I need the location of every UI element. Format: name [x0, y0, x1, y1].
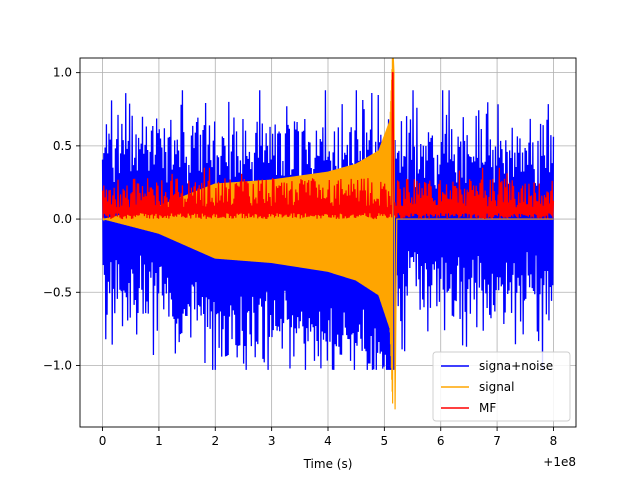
- y-tick-label: −1.0: [43, 359, 72, 373]
- x-tick-label: 3: [268, 434, 276, 448]
- series-mf-line: [101, 72, 555, 220]
- legend-entry: MF: [479, 401, 496, 415]
- x-tick-label: 8: [550, 434, 558, 448]
- x-offset-label: +1e8: [543, 455, 576, 469]
- y-axis: −1.0 −0.5 0.0 0.5 1.0: [43, 66, 80, 373]
- x-tick-label: 7: [493, 434, 501, 448]
- x-tick-label: 5: [381, 434, 389, 448]
- legend-box: [432, 351, 571, 422]
- x-axis-label: Time (s): [303, 457, 353, 471]
- x-tick-label: 1: [155, 434, 163, 448]
- y-tick-label: 0.5: [53, 139, 72, 153]
- legend-entry: signa+noise: [479, 359, 553, 373]
- plot-area: [101, 58, 555, 410]
- y-tick-label: 0.0: [53, 212, 72, 226]
- y-tick-label: 1.0: [53, 66, 72, 80]
- x-tick-label: 0: [99, 434, 107, 448]
- x-tick-label: 6: [437, 434, 445, 448]
- x-tick-label: 4: [324, 434, 332, 448]
- legend: signa+noise signal MF: [432, 351, 571, 422]
- x-tick-label: 2: [211, 434, 219, 448]
- legend-entry: signal: [479, 380, 515, 394]
- x-axis: 0 1 2 3 4 5 6 7 8: [99, 427, 558, 448]
- y-tick-label: −0.5: [43, 285, 72, 299]
